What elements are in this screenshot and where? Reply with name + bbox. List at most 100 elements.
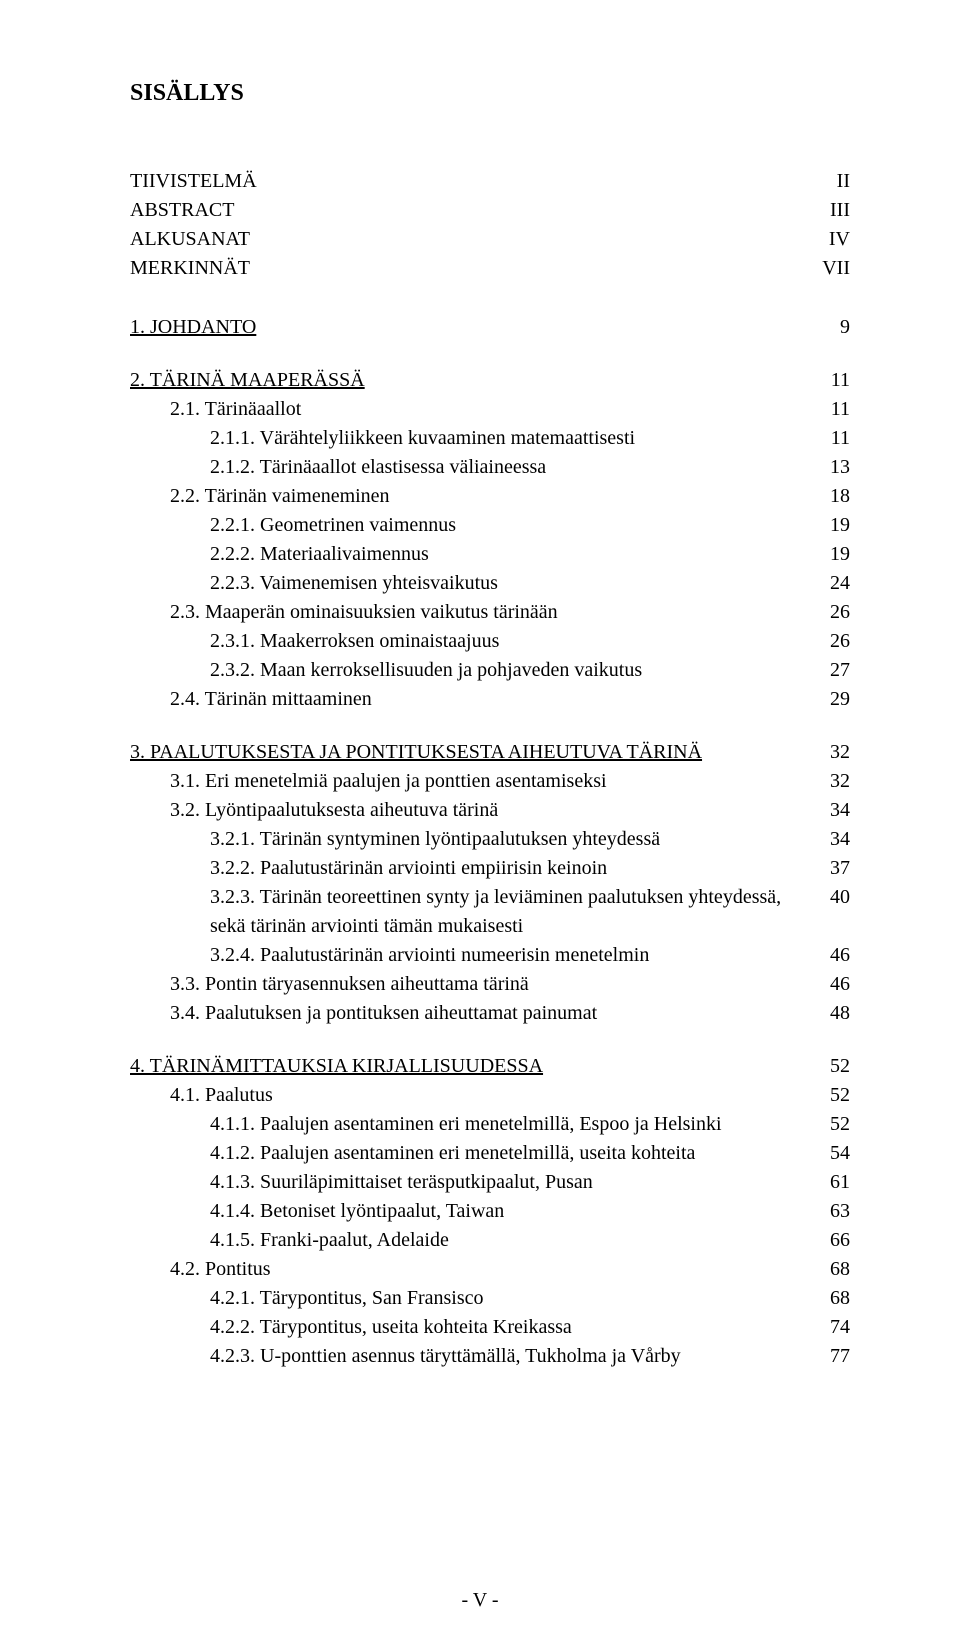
toc-row: 3.3. Pontin täryasennuksen aiheuttama tä… bbox=[130, 970, 850, 999]
toc-label: 3.2.4. Paalutustärinän arviointi numeeri… bbox=[130, 941, 830, 970]
toc-page: 68 bbox=[830, 1255, 850, 1284]
toc-page: 9 bbox=[840, 313, 850, 342]
toc-label: 4.2. Pontitus bbox=[130, 1255, 830, 1284]
toc-row: 4.1.2. Paalujen asentaminen eri menetelm… bbox=[130, 1139, 850, 1168]
toc-row: 2.2. Tärinän vaimeneminen18 bbox=[130, 482, 850, 511]
toc-row: 2.1.2. Tärinäaallot elastisessa väliaine… bbox=[130, 453, 850, 482]
toc-label: 3. PAALUTUKSESTA JA PONTITUKSESTA AIHEUT… bbox=[130, 738, 830, 767]
toc-page: 40 bbox=[830, 883, 850, 941]
toc-row: 1. JOHDANTO9 bbox=[130, 313, 850, 342]
toc-page: 52 bbox=[830, 1081, 850, 1110]
toc-label: 4.1.3. Suuriläpimittaiset teräsputkipaal… bbox=[130, 1168, 830, 1197]
page-title: SISÄLLYS bbox=[130, 80, 850, 107]
toc-page: 13 bbox=[830, 453, 850, 482]
toc-row: 2.3.1. Maakerroksen ominaistaajuus26 bbox=[130, 627, 850, 656]
toc-page: 68 bbox=[830, 1284, 850, 1313]
toc-label: 3.2.1. Tärinän syntyminen lyöntipaalutuk… bbox=[130, 825, 830, 854]
toc-label: 2.1.1. Värähtelyliikkeen kuvaaminen mate… bbox=[130, 424, 831, 453]
toc-row: 3.2.2. Paalutustärinän arviointi empiiri… bbox=[130, 854, 850, 883]
toc-row: 4.1.4. Betoniset lyöntipaalut, Taiwan63 bbox=[130, 1197, 850, 1226]
toc-row: 4.1. Paalutus52 bbox=[130, 1081, 850, 1110]
toc-label: 2.1.2. Tärinäaallot elastisessa väliaine… bbox=[130, 453, 830, 482]
toc-block: 2. TÄRINÄ MAAPERÄSSÄ112.1. Tärinäaallot1… bbox=[130, 366, 850, 714]
toc-sections: 1. JOHDANTO9 2. TÄRINÄ MAAPERÄSSÄ112.1. T… bbox=[130, 313, 850, 1371]
toc-row: 4.1.3. Suuriläpimittaiset teräsputkipaal… bbox=[130, 1168, 850, 1197]
toc-page: 11 bbox=[831, 366, 850, 395]
toc-label: 2. TÄRINÄ MAAPERÄSSÄ bbox=[130, 366, 831, 395]
toc-label: 3.2. Lyöntipaalutuksesta aiheutuva tärin… bbox=[130, 796, 830, 825]
toc-label: 4.2.2. Tärypontitus, useita kohteita Kre… bbox=[130, 1313, 830, 1342]
toc-page: 29 bbox=[830, 685, 850, 714]
preliminary-label: MERKINNÄT bbox=[130, 254, 822, 283]
preliminary-row: ABSTRACTIII bbox=[130, 196, 850, 225]
toc-row: 2.3. Maaperän ominaisuuksien vaikutus tä… bbox=[130, 598, 850, 627]
toc-page: 19 bbox=[830, 511, 850, 540]
toc-block: 4. TÄRINÄMITTAUKSIA KIRJALLISUUDESSA524.… bbox=[130, 1052, 850, 1371]
preliminary-row: MERKINNÄTVII bbox=[130, 254, 850, 283]
toc-label: 4.1. Paalutus bbox=[130, 1081, 830, 1110]
toc-row: 4.1.1. Paalujen asentaminen eri menetelm… bbox=[130, 1110, 850, 1139]
toc-page: 32 bbox=[830, 767, 850, 796]
toc-page: 63 bbox=[830, 1197, 850, 1226]
toc-label: 2.3.2. Maan kerroksellisuuden ja pohjave… bbox=[130, 656, 830, 685]
toc-row: 4. TÄRINÄMITTAUKSIA KIRJALLISUUDESSA52 bbox=[130, 1052, 850, 1081]
toc-label: 2.3.1. Maakerroksen ominaistaajuus bbox=[130, 627, 830, 656]
toc-page: 11 bbox=[831, 424, 850, 453]
toc-row: 3.2. Lyöntipaalutuksesta aiheutuva tärin… bbox=[130, 796, 850, 825]
toc-row: 2.2.3. Vaimenemisen yhteisvaikutus24 bbox=[130, 569, 850, 598]
toc-row: 2.3.2. Maan kerroksellisuuden ja pohjave… bbox=[130, 656, 850, 685]
toc-page: 26 bbox=[830, 598, 850, 627]
toc-label: 2.3. Maaperän ominaisuuksien vaikutus tä… bbox=[130, 598, 830, 627]
toc-page: 77 bbox=[830, 1342, 850, 1371]
toc-page: 48 bbox=[830, 999, 850, 1028]
toc-label: 3.2.3. Tärinän teoreettinen synty ja lev… bbox=[130, 883, 830, 941]
preliminary-page: III bbox=[830, 196, 850, 225]
toc-page: 54 bbox=[830, 1139, 850, 1168]
toc-label: 2.2. Tärinän vaimeneminen bbox=[130, 482, 830, 511]
preliminary-label: ABSTRACT bbox=[130, 196, 830, 225]
toc-label: 4.1.5. Franki-paalut, Adelaide bbox=[130, 1226, 830, 1255]
toc-page: 19 bbox=[830, 540, 850, 569]
toc-label: 4.1.1. Paalujen asentaminen eri menetelm… bbox=[130, 1110, 830, 1139]
preliminary-label: TIIVISTELMÄ bbox=[130, 167, 837, 196]
toc-label: 3.1. Eri menetelmiä paalujen ja ponttien… bbox=[130, 767, 830, 796]
toc-page: 61 bbox=[830, 1168, 850, 1197]
toc-row: 4.2.2. Tärypontitus, useita kohteita Kre… bbox=[130, 1313, 850, 1342]
toc-row: 4.2.1. Tärypontitus, San Fransisco68 bbox=[130, 1284, 850, 1313]
toc-page: 34 bbox=[830, 825, 850, 854]
toc-row: 2.1.1. Värähtelyliikkeen kuvaaminen mate… bbox=[130, 424, 850, 453]
toc-page: 11 bbox=[831, 395, 850, 424]
toc-page: 52 bbox=[830, 1052, 850, 1081]
toc-page: 34 bbox=[830, 796, 850, 825]
toc-row: 2.2.1. Geometrinen vaimennus19 bbox=[130, 511, 850, 540]
toc-page: 74 bbox=[830, 1313, 850, 1342]
toc-label: 4. TÄRINÄMITTAUKSIA KIRJALLISUUDESSA bbox=[130, 1052, 830, 1081]
preliminary-label: ALKUSANAT bbox=[130, 225, 829, 254]
toc-label: 4.1.4. Betoniset lyöntipaalut, Taiwan bbox=[130, 1197, 830, 1226]
toc-row: 2.2.2. Materiaalivaimennus19 bbox=[130, 540, 850, 569]
toc-page: 32 bbox=[830, 738, 850, 767]
toc-page: 24 bbox=[830, 569, 850, 598]
toc-label: 4.1.2. Paalujen asentaminen eri menetelm… bbox=[130, 1139, 830, 1168]
toc-label: 1. JOHDANTO bbox=[130, 313, 840, 342]
toc-row: 2.1. Tärinäaallot11 bbox=[130, 395, 850, 424]
document-page: SISÄLLYS TIIVISTELMÄIIABSTRACTIIIALKUSAN… bbox=[0, 0, 960, 1652]
toc-row: 4.2. Pontitus68 bbox=[130, 1255, 850, 1284]
toc-row: 3.1. Eri menetelmiä paalujen ja ponttien… bbox=[130, 767, 850, 796]
preliminary-page: IV bbox=[829, 225, 850, 254]
toc-row: 4.1.5. Franki-paalut, Adelaide66 bbox=[130, 1226, 850, 1255]
preliminary-page: II bbox=[837, 167, 850, 196]
toc-row: 3.4. Paalutuksen ja pontituksen aiheutta… bbox=[130, 999, 850, 1028]
toc-row: 3.2.3. Tärinän teoreettinen synty ja lev… bbox=[130, 883, 850, 941]
toc-row: 2.4. Tärinän mittaaminen29 bbox=[130, 685, 850, 714]
toc-label: 2.1. Tärinäaallot bbox=[130, 395, 831, 424]
toc-page: 46 bbox=[830, 941, 850, 970]
toc-label: 2.2.1. Geometrinen vaimennus bbox=[130, 511, 830, 540]
toc-page: 37 bbox=[830, 854, 850, 883]
toc-row: 4.2.3. U-ponttien asennus täryttämällä, … bbox=[130, 1342, 850, 1371]
toc-row: 3.2.1. Tärinän syntyminen lyöntipaalutuk… bbox=[130, 825, 850, 854]
toc-label: 3.3. Pontin täryasennuksen aiheuttama tä… bbox=[130, 970, 830, 999]
toc-row: 3. PAALUTUKSESTA JA PONTITUKSESTA AIHEUT… bbox=[130, 738, 850, 767]
toc-row: 3.2.4. Paalutustärinän arviointi numeeri… bbox=[130, 941, 850, 970]
toc-page: 18 bbox=[830, 482, 850, 511]
